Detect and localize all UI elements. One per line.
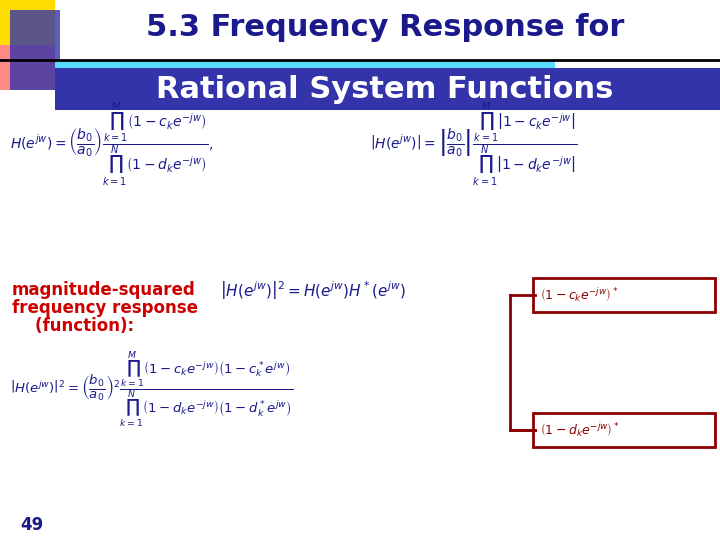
Text: (function):: (function):: [12, 317, 134, 335]
Text: $\left(1-d_k e^{-jw}\right)^*$: $\left(1-d_k e^{-jw}\right)^*$: [540, 421, 620, 439]
FancyBboxPatch shape: [0, 45, 55, 90]
Text: 49: 49: [20, 516, 43, 534]
Text: $\left|H\left(e^{jw}\right)\right|^2=\left(\dfrac{b_0}{a_0}\right)^2\dfrac{\prod: $\left|H\left(e^{jw}\right)\right|^2=\le…: [10, 350, 294, 430]
FancyBboxPatch shape: [0, 0, 55, 45]
Text: magnitude-squared: magnitude-squared: [12, 281, 196, 299]
Text: frequency response: frequency response: [12, 299, 198, 317]
FancyBboxPatch shape: [55, 68, 720, 110]
Text: $\left|H\left(e^{jw}\right)\right|^2 = H\left(e^{jw}\right)H^*\left(e^{jw}\right: $\left|H\left(e^{jw}\right)\right|^2 = H…: [220, 279, 406, 301]
Text: $H\left(e^{jw}\right)=\left(\dfrac{b_0}{a_0}\right)\dfrac{\prod_{k=1}^{M}\left(1: $H\left(e^{jw}\right)=\left(\dfrac{b_0}{…: [10, 101, 213, 189]
Text: $\left|H\left(e^{jw}\right)\right|=\left|\dfrac{b_0}{a_0}\right|\dfrac{\prod_{k=: $\left|H\left(e^{jw}\right)\right|=\left…: [370, 101, 577, 189]
FancyBboxPatch shape: [55, 60, 555, 70]
Text: Rational System Functions: Rational System Functions: [156, 76, 613, 105]
Text: $\left(1-c_k e^{-jw}\right)^*$: $\left(1-c_k e^{-jw}\right)^*$: [540, 286, 618, 304]
FancyBboxPatch shape: [10, 10, 60, 90]
Text: 5.3 Frequency Response for: 5.3 Frequency Response for: [146, 14, 624, 43]
